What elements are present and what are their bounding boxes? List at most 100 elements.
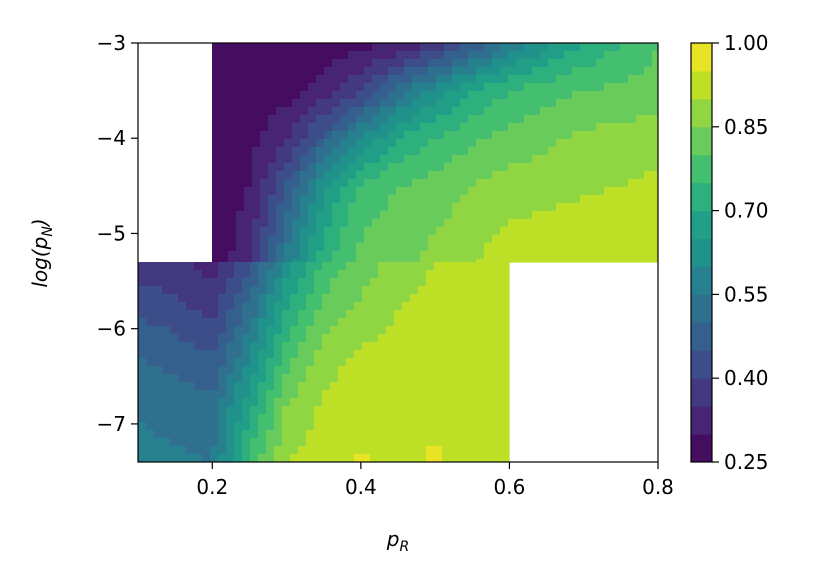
- upper-region-cell: [220, 51, 229, 60]
- lower-region-cell: [330, 366, 339, 375]
- upper-region-cell: [212, 99, 221, 108]
- lower-region-cell: [474, 398, 483, 407]
- lower-region-cell: [482, 350, 491, 359]
- lower-region-cell: [506, 454, 510, 462]
- lower-region-cell: [186, 398, 195, 407]
- lower-region-cell: [410, 318, 419, 327]
- upper-region-cell: [572, 227, 581, 236]
- upper-region-cell: [636, 195, 645, 204]
- colorbar-tick-label: 0.70: [724, 199, 769, 223]
- upper-region-cell: [284, 115, 293, 124]
- upper-region-cell: [484, 219, 493, 228]
- lower-region-cell: [354, 374, 363, 383]
- lower-region-cell: [306, 334, 315, 343]
- upper-region-cell: [356, 251, 365, 260]
- lower-region-cell: [306, 382, 315, 391]
- upper-region-cell: [388, 91, 397, 100]
- lower-region-cell: [242, 398, 251, 407]
- lower-region-cell: [498, 286, 507, 295]
- lower-region-cell: [354, 358, 363, 367]
- lower-region-cell: [474, 342, 483, 351]
- lower-region-cell: [282, 278, 291, 287]
- lower-region-cell: [458, 350, 467, 359]
- lower-region-cell: [226, 286, 235, 295]
- lower-region-cell: [490, 390, 499, 399]
- upper-region-cell: [348, 99, 357, 108]
- lower-region-cell: [266, 366, 275, 375]
- upper-region-cell: [636, 259, 645, 263]
- lower-region-cell: [410, 286, 419, 295]
- upper-region-cell: [276, 235, 285, 244]
- lower-region-cell: [202, 406, 211, 415]
- lower-region-cell: [162, 422, 171, 431]
- lower-region-cell: [490, 334, 499, 343]
- lower-region-cell: [354, 270, 363, 279]
- lower-region-cell: [194, 422, 203, 431]
- lower-region-cell: [402, 374, 411, 383]
- upper-region-cell: [508, 75, 517, 84]
- upper-region-cell: [236, 243, 245, 252]
- upper-region-cell: [580, 67, 589, 76]
- lower-region-cell: [442, 318, 451, 327]
- lower-region-cell: [402, 422, 411, 431]
- lower-region-cell: [386, 358, 395, 367]
- lower-region-cell: [394, 438, 403, 447]
- lower-region-cell: [202, 342, 211, 351]
- lower-region-cell: [178, 398, 187, 407]
- upper-region-cell: [284, 123, 293, 132]
- upper-region-cell: [476, 227, 485, 236]
- upper-region-cell: [580, 203, 589, 212]
- lower-region-cell: [202, 286, 211, 295]
- lower-region-cell: [442, 350, 451, 359]
- lower-region-cell: [154, 342, 163, 351]
- lower-region-cell: [138, 382, 147, 391]
- upper-region-cell: [452, 107, 461, 116]
- upper-region-cell: [388, 123, 397, 132]
- upper-region-cell: [436, 203, 445, 212]
- lower-region-cell: [138, 350, 147, 359]
- upper-region-cell: [308, 91, 317, 100]
- lower-region-cell: [506, 422, 510, 431]
- upper-region-cell: [388, 99, 397, 108]
- upper-region-cell: [308, 251, 317, 260]
- lower-region-cell: [410, 414, 419, 423]
- lower-region-cell: [242, 286, 251, 295]
- upper-region-cell: [652, 43, 658, 52]
- lower-region-cell: [354, 382, 363, 391]
- upper-region-cell: [284, 171, 293, 180]
- lower-region-cell: [250, 390, 259, 399]
- upper-region-cell: [572, 59, 581, 68]
- upper-region-cell: [476, 131, 485, 140]
- upper-region-cell: [524, 131, 533, 140]
- lower-region-cell: [202, 430, 211, 439]
- lower-region-cell: [490, 270, 499, 279]
- upper-region-cell: [628, 67, 637, 76]
- lower-region-cell: [138, 278, 147, 287]
- upper-region-cell: [364, 155, 373, 164]
- upper-region-cell: [596, 91, 605, 100]
- lower-region-cell: [282, 302, 291, 311]
- upper-region-cell: [220, 259, 229, 263]
- lower-region-cell: [426, 318, 435, 327]
- upper-region-cell: [468, 99, 477, 108]
- upper-region-cell: [644, 179, 653, 188]
- lower-region-cell: [146, 430, 155, 439]
- lower-region-cell: [426, 438, 435, 447]
- upper-region-cell: [612, 171, 621, 180]
- lower-region-cell: [234, 390, 243, 399]
- upper-region-cell: [524, 99, 533, 108]
- lower-region-cell: [378, 342, 387, 351]
- upper-region-cell: [324, 171, 333, 180]
- lower-region-cell: [490, 430, 499, 439]
- lower-region-cell: [250, 262, 259, 271]
- upper-region-cell: [460, 251, 469, 260]
- lower-region-cell: [250, 350, 259, 359]
- upper-region-cell: [412, 147, 421, 156]
- lower-region-cell: [322, 446, 331, 455]
- upper-region-cell: [580, 227, 589, 236]
- upper-region-cell: [260, 115, 269, 124]
- lower-region-cell: [506, 438, 510, 447]
- upper-region-cell: [572, 131, 581, 140]
- upper-region-cell: [228, 59, 237, 68]
- upper-region-cell: [444, 187, 453, 196]
